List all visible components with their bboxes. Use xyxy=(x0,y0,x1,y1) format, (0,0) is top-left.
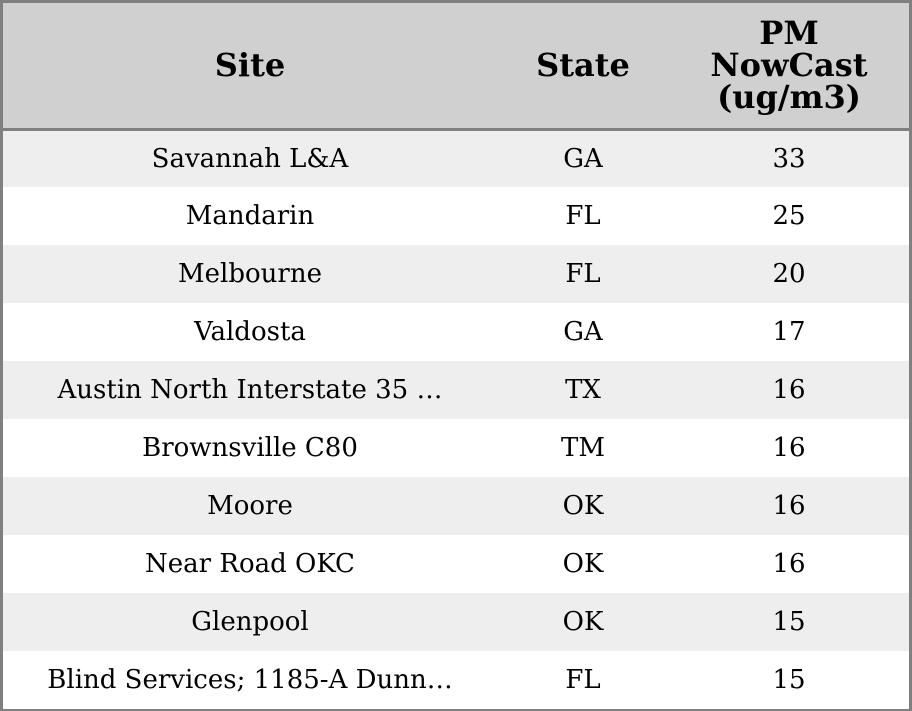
state-cell: FL xyxy=(565,201,601,231)
table-row[interactable]: Melbourne FL 20 xyxy=(3,245,909,303)
site-cell: Brownsville C80 xyxy=(142,433,358,463)
state-cell: FL xyxy=(565,259,601,289)
state-cell: OK xyxy=(562,549,604,579)
site-cell: Valdosta xyxy=(194,317,306,347)
pm-value-cell: 33 xyxy=(772,143,806,174)
column-header-pm-line-2: NowCast xyxy=(710,46,868,85)
column-header-pm-nowcast[interactable]: PM NowCast (ug/m3) xyxy=(669,3,909,131)
table-header: Site State PM NowCast (ug/m3) xyxy=(3,3,909,131)
table-row[interactable]: Mandarin FL 25 xyxy=(3,187,909,245)
state-cell: OK xyxy=(562,491,604,521)
pm-value-cell: 15 xyxy=(772,607,806,637)
column-header-pm-line-3: (ug/m3) xyxy=(717,78,861,117)
pm-value-cell: 25 xyxy=(772,201,806,231)
state-cell: FL xyxy=(565,665,601,695)
pm-value-cell: 16 xyxy=(772,549,806,579)
site-cell: Moore xyxy=(207,491,293,521)
header-row: Site State PM NowCast (ug/m3) xyxy=(3,3,909,131)
site-cell: Mandarin xyxy=(185,201,315,231)
site-cell: Blind Services; 1185-A Dunn… xyxy=(47,665,453,695)
pm-value-cell: 20 xyxy=(772,259,806,289)
table-row[interactable]: Blind Services; 1185-A Dunn… FL 15 xyxy=(3,651,909,709)
site-cell: Near Road OKC xyxy=(145,549,355,579)
pm-value-cell: 17 xyxy=(772,317,806,347)
table-row[interactable]: Austin North Interstate 35 … TX 16 xyxy=(3,361,909,419)
column-header-pm-line-1: PM xyxy=(759,14,819,53)
site-cell: Savannah L&A xyxy=(151,143,349,174)
table-row[interactable]: Near Road OKC OK 16 xyxy=(3,535,909,593)
state-cell: TX xyxy=(565,375,601,405)
table-row[interactable]: Savannah L&A GA 33 xyxy=(3,129,909,187)
pm-nowcast-table: Site State PM NowCast (ug/m3) Savannah L… xyxy=(3,3,909,709)
pm-value-cell: 16 xyxy=(772,375,806,405)
site-cell: Melbourne xyxy=(178,259,322,289)
site-cell: Glenpool xyxy=(191,607,309,637)
state-cell: GA xyxy=(563,143,603,174)
pm-value-cell: 15 xyxy=(772,665,806,695)
pm-value-cell: 16 xyxy=(772,491,806,521)
pm-value-cell: 16 xyxy=(772,433,806,463)
column-header-state[interactable]: State xyxy=(497,3,669,131)
column-header-site[interactable]: Site xyxy=(3,3,497,131)
table-row[interactable]: Valdosta GA 17 xyxy=(3,303,909,361)
table-row[interactable]: Brownsville C80 TM 16 xyxy=(3,419,909,477)
state-cell: TM xyxy=(561,433,605,463)
table-body: Savannah L&A GA 33 Mandarin FL 25 Melbou… xyxy=(3,129,909,709)
site-cell: Austin North Interstate 35 … xyxy=(57,375,443,405)
table-row[interactable]: Glenpool OK 15 xyxy=(3,593,909,651)
table-row[interactable]: Moore OK 16 xyxy=(3,477,909,535)
state-cell: OK xyxy=(562,607,604,637)
state-cell: GA xyxy=(563,317,603,347)
